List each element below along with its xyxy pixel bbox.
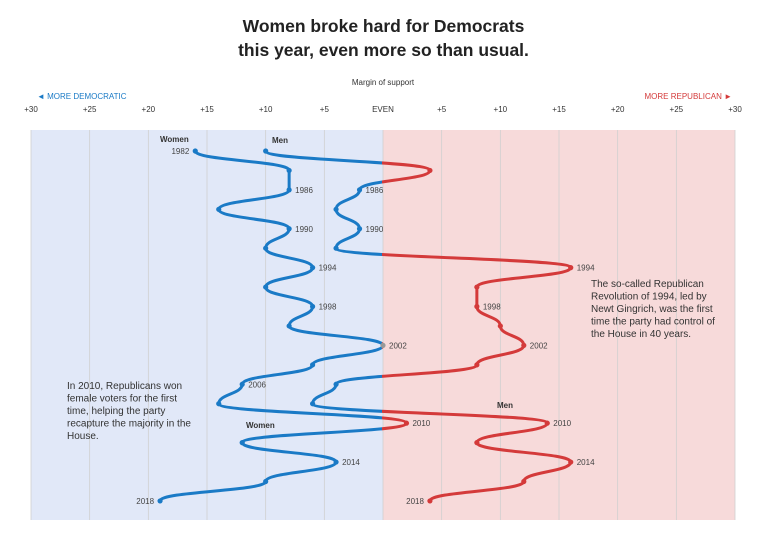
series-label-men-bottom: Men [497, 401, 513, 410]
annotation-line: time the party had control of [591, 317, 715, 328]
point-women-2004 [310, 362, 316, 368]
series-label-women-top: Women [160, 135, 189, 144]
annotation-line: Newt Gingrich, was the first [591, 304, 713, 315]
year-label-women: 1994 [319, 264, 337, 273]
x-tick-label: +25 [670, 105, 684, 114]
point-women-2002 [380, 342, 386, 348]
x-tick-label: +5 [437, 105, 447, 114]
point-women-1990 [286, 226, 292, 232]
year-label-women: 1986 [295, 186, 313, 195]
year-label-women: 2006 [248, 380, 266, 389]
annotation-1994: The so-called Republican Revolution of 19… [591, 279, 715, 340]
annotation-line: female voters for the first [67, 394, 177, 405]
point-women-1986 [286, 187, 292, 193]
x-tick-label: +25 [83, 105, 97, 114]
annotation-line: recapture the majority in the [67, 419, 191, 430]
year-label-men: 2002 [530, 341, 548, 350]
x-tick-label: +20 [142, 105, 156, 114]
year-label-women: 1982 [171, 147, 189, 156]
year-label-women: 2014 [342, 458, 360, 467]
x-tick-label: +20 [611, 105, 625, 114]
year-label-women: 1990 [295, 225, 313, 234]
point-men-1996 [474, 284, 480, 290]
point-women-1994 [310, 265, 316, 271]
point-men-1994 [568, 265, 574, 271]
point-men-2014 [568, 459, 574, 465]
point-women-2010 [403, 420, 410, 426]
point-men-2000 [497, 323, 503, 329]
year-label-men: 2010 [553, 419, 571, 428]
point-men-1992 [333, 245, 339, 251]
series-label-men-top: Men [272, 136, 288, 145]
year-label-men: 1994 [577, 264, 595, 273]
x-tick-label: +15 [552, 105, 566, 114]
x-axis-label: Margin of support [352, 78, 415, 87]
year-label-women: 1998 [319, 303, 337, 312]
point-men-1984 [427, 167, 433, 174]
point-women-2006 [239, 381, 245, 387]
point-women-1992 [263, 245, 269, 251]
annotation-line: The so-called Republican [591, 279, 704, 290]
point-women-1984 [286, 167, 292, 174]
year-label-women: 2002 [389, 341, 407, 350]
annotation-2010: In 2010, Republicans won female voters fo… [67, 381, 191, 442]
x-tick-label: +10 [259, 105, 273, 114]
title-line-1: Women broke hard for Democrats [242, 16, 525, 36]
annotation-line: Revolution of 1994, led by [591, 292, 707, 303]
year-label-women: 2010 [412, 419, 430, 428]
x-tick-label: +5 [320, 105, 330, 114]
point-men-2002 [521, 342, 527, 348]
point-men-1986 [356, 187, 363, 193]
point-men-1998 [474, 303, 480, 310]
point-men-1988 [333, 206, 339, 212]
point-women-2008 [216, 401, 222, 407]
point-men-1982 [263, 148, 269, 154]
title-line-2: this year, even more so than usual. [238, 40, 529, 60]
x-tick-label: +30 [728, 105, 742, 114]
point-men-2008 [310, 401, 316, 407]
annotation-line: the House in 40 years. [591, 329, 691, 340]
point-women-2018 [157, 498, 163, 504]
point-women-1982 [192, 148, 198, 154]
year-label-women: 2018 [136, 497, 154, 506]
x-tick-label: +10 [494, 105, 508, 114]
point-men-2010 [544, 420, 550, 426]
point-women-2012 [239, 440, 245, 446]
point-women-1996 [263, 284, 269, 290]
year-label-men: 1990 [366, 225, 384, 234]
annotation-line: In 2010, Republicans won [67, 381, 182, 392]
point-men-2016 [521, 478, 527, 485]
more-democratic-label: ◄ MORE DEMOCRATIC [37, 92, 127, 101]
year-label-men: 2014 [577, 458, 595, 467]
chart-title: Women broke hard for Democrats this year… [0, 14, 767, 62]
point-men-2012 [474, 440, 480, 446]
more-republican-label: MORE REPUBLICAN ► [645, 92, 733, 101]
series-label-women-bottom: Women [246, 421, 275, 430]
point-women-1988 [216, 206, 222, 212]
point-women-1998 [310, 303, 316, 310]
point-men-1990 [356, 226, 363, 232]
year-label-men: 1986 [366, 186, 384, 195]
point-men-2006 [333, 381, 339, 387]
point-men-2004 [474, 362, 480, 368]
point-men-2018 [427, 498, 433, 504]
annotation-line: time, helping the party [67, 406, 165, 417]
x-tick-label: +30 [24, 105, 38, 114]
x-tick-label: EVEN [372, 105, 394, 114]
point-women-2014 [333, 459, 339, 465]
point-women-2000 [286, 323, 292, 329]
year-label-men: 2018 [406, 497, 424, 506]
annotation-line: House. [67, 431, 99, 442]
x-tick-label: +15 [200, 105, 214, 114]
year-label-men: 1998 [483, 303, 501, 312]
point-women-2016 [263, 478, 269, 485]
